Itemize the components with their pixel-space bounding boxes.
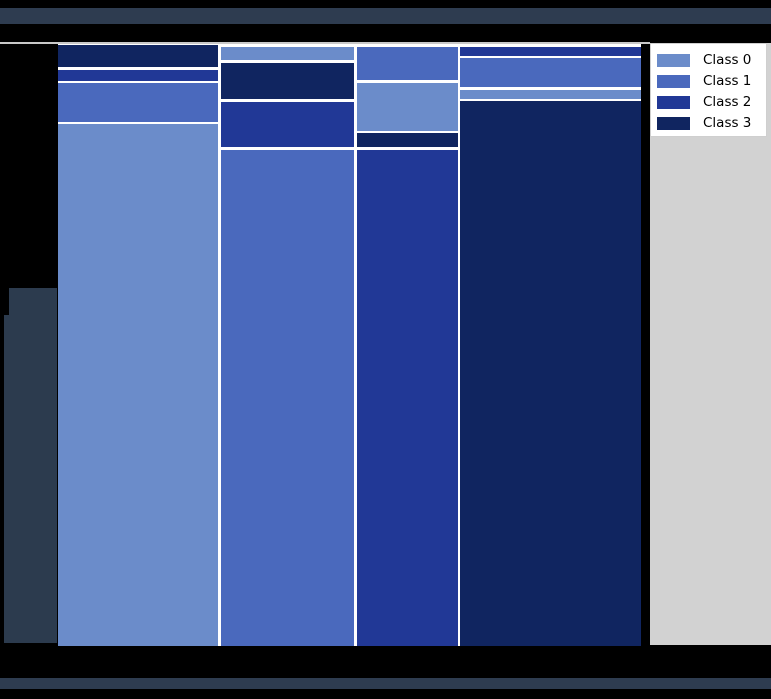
legend-item-2: Class 2 (657, 92, 761, 113)
mosaic-segment-col4-class-1 (460, 58, 641, 87)
mosaic-segment-col1-class-1 (58, 83, 218, 122)
legend-swatch-icon (657, 54, 690, 67)
legend-swatch-icon (657, 117, 690, 130)
chart-legend: Class 0 Class 1 Class 2 Class 3 (650, 43, 767, 137)
figure-right-margin (650, 43, 771, 645)
mosaic-segment-col3-class-1 (357, 47, 458, 80)
mosaic-segment-col3-class-2 (357, 150, 458, 646)
figure-top-border (0, 42, 650, 44)
mosaic-segment-col4-class-2 (460, 47, 641, 56)
legend-item-label: Class 2 (703, 93, 752, 110)
window-top-bar (0, 8, 771, 24)
legend-item-label: Class 3 (703, 114, 752, 131)
window-bottom-bar (0, 678, 771, 689)
mosaic-segment-col2-class-1 (221, 150, 354, 646)
mosaic-segment-col1-class-0 (58, 124, 218, 646)
mosaic-segment-col2-class-0 (221, 47, 354, 60)
left-panel-fragment (4, 315, 57, 643)
mosaic-segment-col3-class-0 (357, 83, 458, 131)
mosaic-segment-col3-class-3 (357, 133, 458, 147)
legend-item-3: Class 3 (657, 113, 761, 134)
mosaic-segment-col1-class-2 (58, 70, 218, 81)
left-panel-fragment-top (9, 288, 57, 315)
legend-swatch-icon (657, 96, 690, 109)
legend-item-0: Class 0 (657, 50, 761, 71)
mosaic-plot-area (58, 44, 641, 646)
legend-swatch-icon (657, 75, 690, 88)
mosaic-segment-col2-class-2 (221, 102, 354, 147)
mosaic-segment-col2-class-3 (221, 63, 354, 99)
legend-item-label: Class 0 (703, 51, 752, 68)
legend-item-1: Class 1 (657, 71, 761, 92)
mosaic-segment-col4-class-0 (460, 90, 641, 99)
mosaic-segment-col4-class-3 (460, 101, 641, 646)
legend-item-label: Class 1 (703, 72, 752, 89)
mosaic-segment-col1-class-3 (58, 45, 218, 67)
